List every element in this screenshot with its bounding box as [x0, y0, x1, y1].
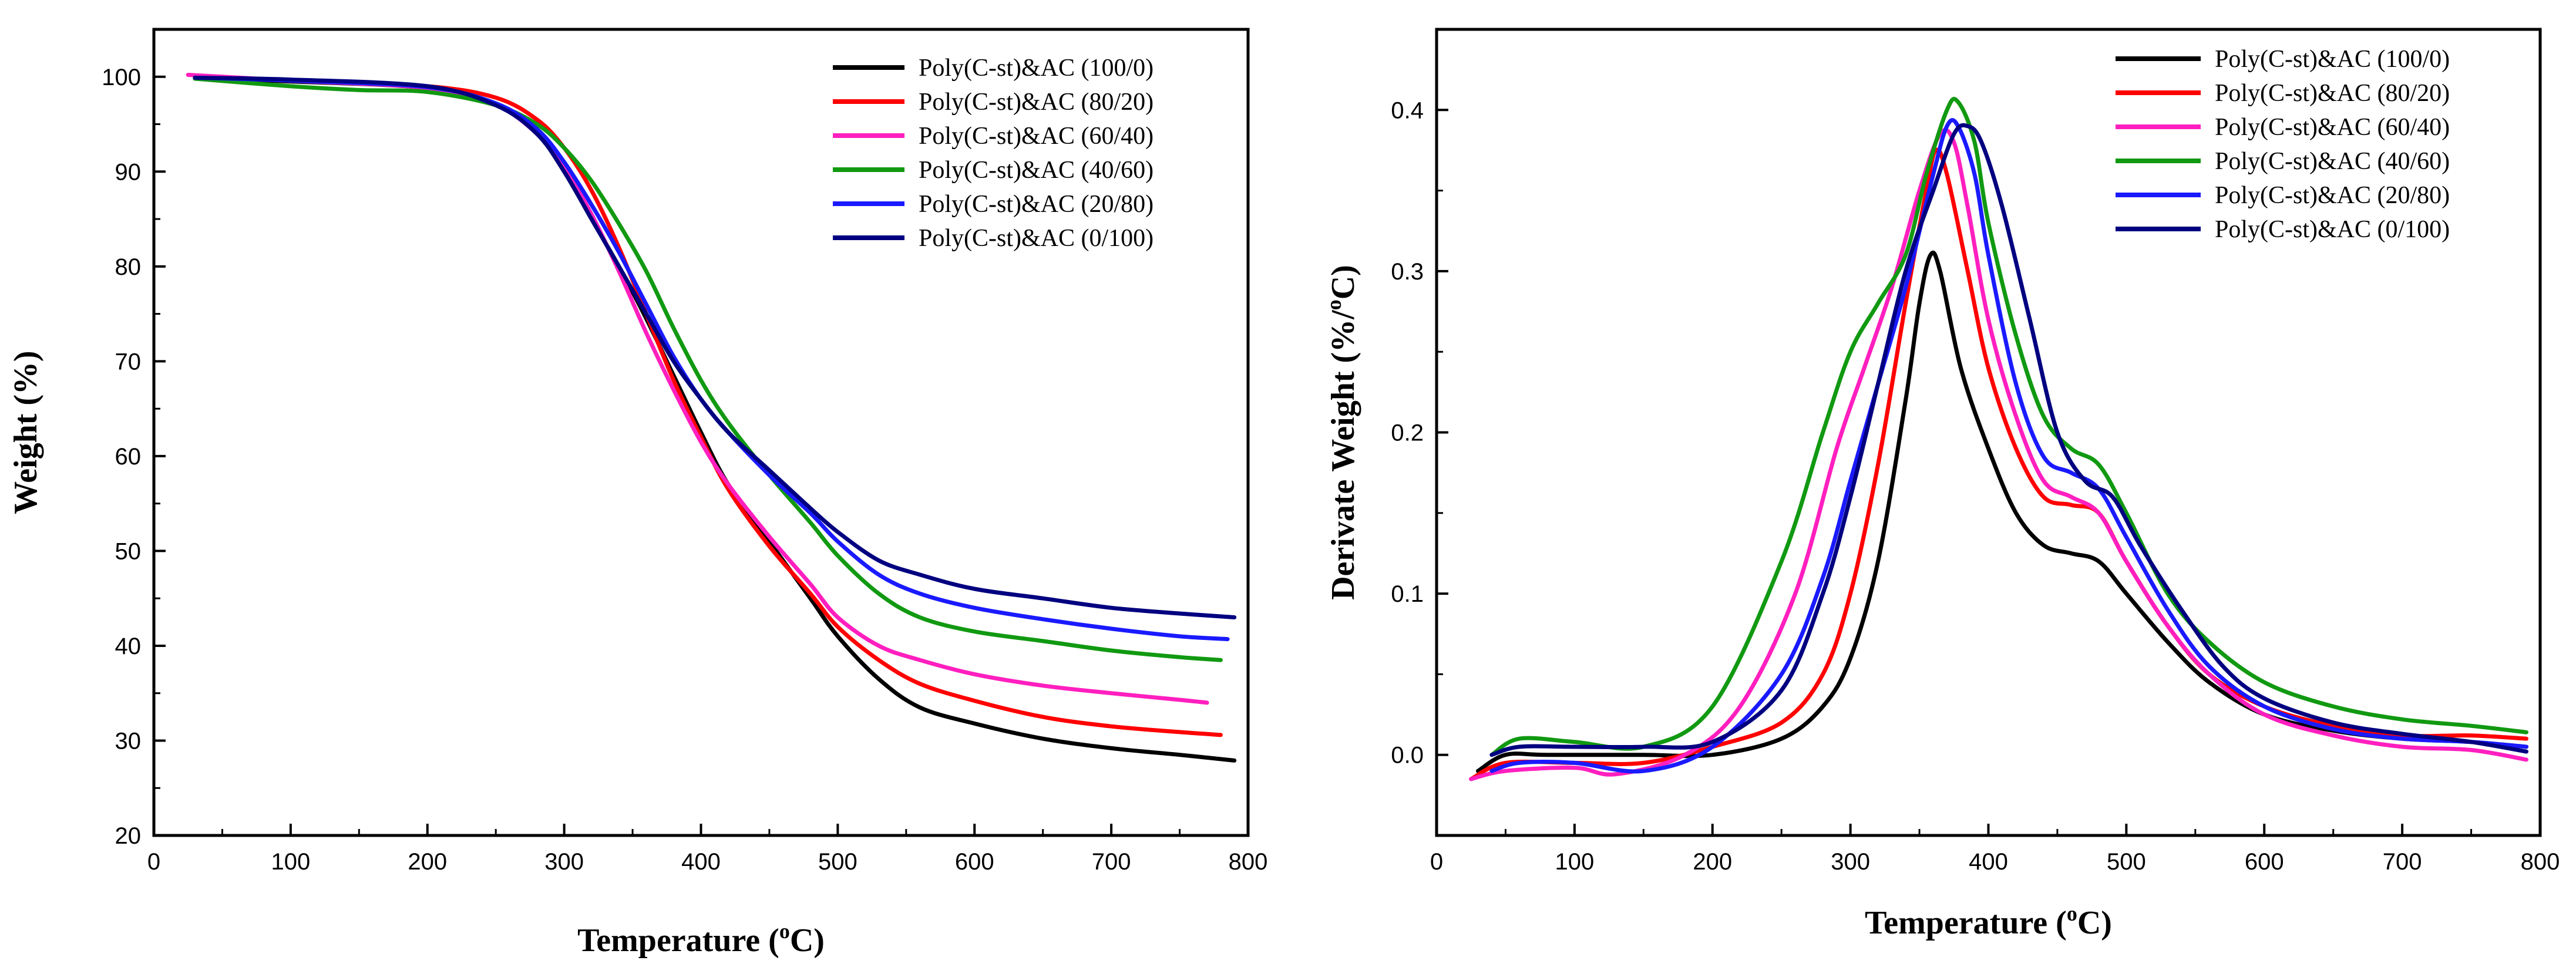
series-line — [1489, 123, 2528, 757]
y-tick-label: 0.2 — [1391, 420, 1424, 446]
legend: Poly(C-st)&AC (100/0) Poly(C-st)&AC (80/2… — [833, 55, 1154, 252]
series-line — [1489, 118, 2528, 774]
x-tick-label: 400 — [681, 849, 721, 875]
legend-entry-label: Poly(C-st)&AC (100/0) — [2215, 46, 2450, 73]
x-tick-label: 300 — [544, 849, 584, 875]
y-axis-title: Derivate Weight (%/oC) — [1322, 265, 1361, 600]
y-tick-label: 30 — [115, 728, 142, 754]
legend-entry-label: Poly(C-st)&AC (80/20) — [919, 89, 1154, 116]
tga-weight-chart: 0 100 200 300 400 500 600 700 800 20 30 40 50 60 70 80 9… — [8, 28, 1268, 959]
y-tick-label: 0.1 — [1391, 581, 1424, 607]
y-tick-label: 70 — [115, 349, 142, 375]
x-axis-title: Temperature (oC) — [577, 919, 825, 959]
series-line — [193, 75, 1223, 737]
x-tick-label: 600 — [2245, 849, 2284, 875]
legend-entry-label: Poly(C-st)&AC (40/60) — [919, 157, 1154, 184]
legend-entry-label: Poly(C-st)&AC (100/0) — [919, 55, 1154, 82]
x-tick-label: 100 — [271, 849, 311, 875]
legend-entry-label: Poly(C-st)&AC (60/40) — [2215, 114, 2450, 141]
series-line — [1469, 147, 2528, 781]
x-axis-title: Temperature (oC) — [1865, 902, 2112, 941]
legend-entry-label: Poly(C-st)&AC (0/100) — [2215, 216, 2450, 243]
x-tick-label: 800 — [1229, 849, 1268, 875]
y-tick-label: 90 — [115, 159, 142, 185]
dtg-derivative-chart: 0 100 200 300 400 500 600 700 800 0.0 0.1 0.2 0.3 0.4… — [1322, 28, 2560, 941]
y-tick-label: 0.4 — [1391, 97, 1424, 123]
y-tick-label: 60 — [115, 444, 142, 470]
legend-entry-label: Poly(C-st)&AC (80/20) — [2215, 80, 2450, 107]
x-tick-label: 400 — [1969, 849, 2008, 875]
y-tick-label: 0.3 — [1391, 259, 1424, 285]
y-tick-label: 80 — [115, 254, 142, 280]
legend: Poly(C-st)&AC (100/0) Poly(C-st)&AC (80/2… — [2116, 46, 2450, 243]
x-tick-label: 700 — [2383, 849, 2422, 875]
y-tick-label: 40 — [115, 633, 142, 659]
x-tick-label: 100 — [1555, 849, 1595, 875]
legend-entry-label: Poly(C-st)&AC (60/40) — [919, 123, 1154, 150]
x-tick-label: 200 — [1693, 849, 1732, 875]
y-axis-title: Weight (%) — [8, 350, 44, 514]
x-tick-label: 0 — [147, 849, 160, 875]
x-tick-label: 500 — [818, 849, 857, 875]
x-tick-label: 200 — [408, 849, 447, 875]
legend-entry-label: Poly(C-st)&AC (20/80) — [919, 191, 1154, 218]
series-line — [193, 75, 1237, 619]
series-line — [1469, 127, 2528, 781]
series-line — [1489, 97, 2528, 757]
x-tick-label: 0 — [1430, 849, 1443, 875]
x-tick-label: 500 — [2107, 849, 2146, 875]
legend-entry-label: Poly(C-st)&AC (40/60) — [2215, 148, 2450, 175]
legend-entry-label: Poly(C-st)&AC (0/100) — [919, 225, 1154, 252]
y-tick-label: 20 — [115, 823, 142, 849]
y-tick-label: 100 — [102, 65, 141, 90]
series-line — [193, 76, 1223, 662]
y-tick-label: 0.0 — [1391, 743, 1424, 769]
x-tick-label: 800 — [2521, 849, 2560, 875]
x-tick-label: 700 — [1092, 849, 1131, 875]
x-tick-label: 300 — [1831, 849, 1870, 875]
legend-entry-label: Poly(C-st)&AC (20/80) — [2215, 182, 2450, 209]
y-tick-label: 50 — [115, 538, 142, 564]
x-tick-label: 600 — [955, 849, 994, 875]
